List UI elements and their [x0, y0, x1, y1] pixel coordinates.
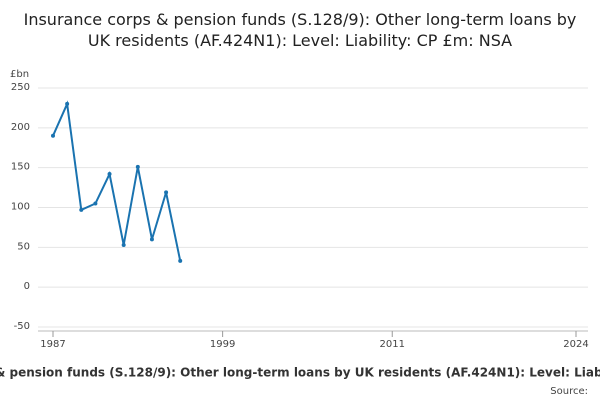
y-tick-label: 200 [11, 122, 30, 133]
y-tick-label: -50 [14, 321, 30, 332]
chart-title: Insurance corps & pension funds (S.128/9… [24, 10, 577, 50]
point [65, 101, 70, 106]
y-tick-label: 0 [24, 281, 30, 292]
y-tick-label: 150 [11, 162, 30, 173]
point [79, 207, 84, 212]
title-line: Insurance corps & pension funds (S.128/9… [24, 10, 577, 29]
point [51, 133, 55, 138]
y-tick-label: 100 [11, 202, 30, 213]
y-axis-label: £bn [10, 69, 29, 80]
x-tick-label: 2011 [380, 339, 405, 350]
series-line [52, 100, 182, 262]
point [93, 201, 98, 206]
point [107, 172, 112, 177]
x-tick-label: 1999 [210, 339, 235, 350]
point [121, 242, 126, 247]
x-tick-label: 1987 [40, 339, 65, 350]
point [149, 237, 154, 242]
title-line: UK residents (AF.424N1): Level: Liabilit… [88, 31, 512, 50]
source: Source: [550, 386, 588, 397]
y-tick-label: 250 [11, 82, 30, 93]
point [178, 258, 183, 263]
legend-entry: Insurance corps & pension funds (S.128/9… [0, 366, 600, 380]
point [164, 190, 169, 195]
x-tick-label: 2024 [563, 339, 588, 350]
point [135, 164, 140, 169]
y-tick-label: 50 [17, 241, 30, 252]
